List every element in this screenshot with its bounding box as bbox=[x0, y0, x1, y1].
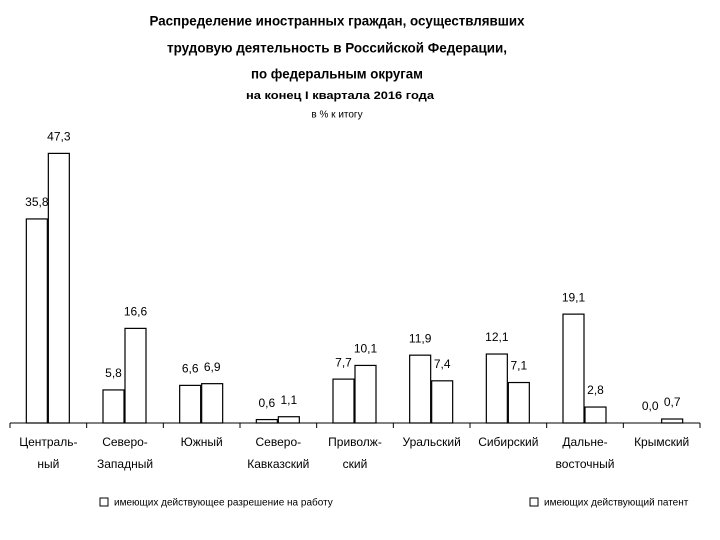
value-label: 1,1 bbox=[280, 393, 297, 407]
value-label: 19,1 bbox=[562, 290, 586, 304]
bar bbox=[354, 364, 377, 424]
bar bbox=[409, 354, 432, 424]
legend-label: имеющих действующее разрешение на работу bbox=[114, 497, 333, 509]
x-tick-label: Южный bbox=[181, 435, 223, 449]
legend-swatch bbox=[99, 497, 109, 507]
value-label: 6,9 bbox=[204, 360, 221, 374]
bar bbox=[661, 418, 684, 424]
bar bbox=[102, 389, 125, 424]
value-label: 10,1 bbox=[354, 342, 378, 356]
x-tick-label: Приволж-ский bbox=[328, 435, 382, 471]
bar bbox=[332, 378, 355, 424]
value-label: 35,8 bbox=[25, 195, 49, 209]
chart-subtitle: на конец I квартала 2016 года bbox=[246, 90, 435, 102]
legend-swatch bbox=[529, 497, 539, 507]
bar bbox=[124, 327, 147, 424]
x-tick-label: Уральский bbox=[402, 435, 460, 449]
value-label: 16,6 bbox=[124, 305, 148, 319]
bar bbox=[485, 353, 508, 424]
bar bbox=[25, 218, 48, 424]
bar bbox=[179, 384, 202, 424]
x-tick-label: Крымский bbox=[634, 435, 689, 449]
value-label: 5,8 bbox=[105, 366, 122, 380]
value-label: 11,9 bbox=[409, 331, 432, 345]
x-tick-label: Северо-Кавказский bbox=[247, 435, 309, 471]
value-label: 7,1 bbox=[510, 359, 527, 373]
legend-label: имеющих действующий патент bbox=[544, 498, 689, 509]
value-label: 0,7 bbox=[664, 395, 681, 409]
bar bbox=[277, 416, 300, 424]
x-tick-label: Сибирский bbox=[478, 435, 538, 449]
value-label: 47,3 bbox=[47, 130, 71, 144]
chart-title: трудовую деятельность в Российской Федер… bbox=[167, 40, 507, 56]
bar bbox=[584, 406, 607, 424]
value-label: 0,0 bbox=[642, 399, 659, 413]
value-label: 2,8 bbox=[587, 383, 604, 397]
chart-title: по федеральным округам bbox=[251, 66, 423, 82]
bar bbox=[201, 383, 224, 424]
unit-label: в % к итогу bbox=[311, 110, 362, 121]
bar bbox=[431, 380, 454, 424]
x-tick-label: Централь-ный bbox=[19, 435, 77, 471]
value-label: 7,7 bbox=[335, 355, 352, 369]
chart-title: Распределение иностранных граждан, осуще… bbox=[150, 13, 525, 29]
value-label: 0,6 bbox=[258, 396, 275, 410]
bar bbox=[507, 381, 530, 424]
bar bbox=[562, 313, 585, 424]
value-label: 6,6 bbox=[182, 362, 199, 376]
x-tick-label: Северо-Западный bbox=[97, 435, 153, 471]
bar bbox=[255, 418, 278, 424]
x-tick-label: Дальне-восточный bbox=[556, 435, 615, 471]
value-label: 12,1 bbox=[485, 330, 509, 344]
value-label: 7,4 bbox=[434, 357, 451, 371]
bar bbox=[47, 152, 70, 424]
